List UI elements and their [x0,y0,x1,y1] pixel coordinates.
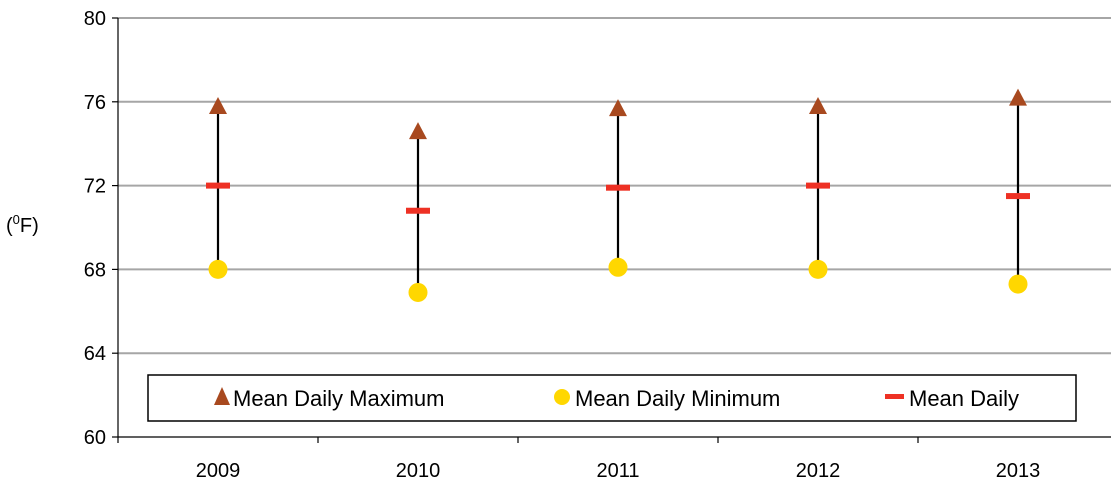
data-markers [206,88,1030,302]
mean-daily-minimum-marker [1008,274,1028,294]
mean-daily-marker [406,207,430,214]
x-ticks: 2009 2010 2011 2012 2013 [117,437,1041,482]
mean-daily-maximum-marker [409,122,427,140]
mean-daily-minimum-marker [808,259,828,279]
legend-dash-icon [885,394,904,399]
x-tick-label: 2009 [196,460,241,482]
y-tick-label: 72 [84,176,106,198]
axes [117,18,1111,438]
mean-daily-marker [206,182,230,189]
mean-daily-maximum-marker [209,96,227,114]
legend: Mean Daily Maximum Mean Daily Minimum Me… [147,374,1077,422]
legend-label-min: Mean Daily Minimum [575,386,780,411]
mean-daily-marker [606,184,630,191]
y-tick-label: 80 [84,8,106,30]
x-tick-label: 2012 [796,460,841,482]
x-tick-label: 2011 [596,460,639,482]
y-tick-label: 68 [84,259,106,281]
legend-label-max: Mean Daily Maximum [233,386,445,411]
y-ticks: 60 64 68 72 76 80 [84,8,118,449]
mean-daily-marker [1006,193,1030,200]
mean-daily-maximum-marker [1009,88,1027,106]
x-tick-label: 2013 [996,460,1041,482]
y-tick-label: 64 [84,343,106,365]
mean-daily-maximum-marker [809,96,827,114]
y-axis-label: (0F) [6,212,39,237]
y-tick-label: 60 [84,427,106,449]
legend-label-mean: Mean Daily [909,386,1019,411]
mean-daily-minimum-marker [608,257,628,277]
mean-daily-minimum-marker [208,259,228,279]
mean-daily-marker [806,182,830,189]
mean-daily-minimum-marker [408,282,428,302]
legend-circle-icon [554,389,570,405]
legend-triangle-icon [214,387,230,405]
x-tick-label: 2010 [396,460,441,482]
y-tick-label: 76 [84,92,106,114]
legend-box [147,374,1077,422]
mean-daily-maximum-marker [609,99,627,117]
